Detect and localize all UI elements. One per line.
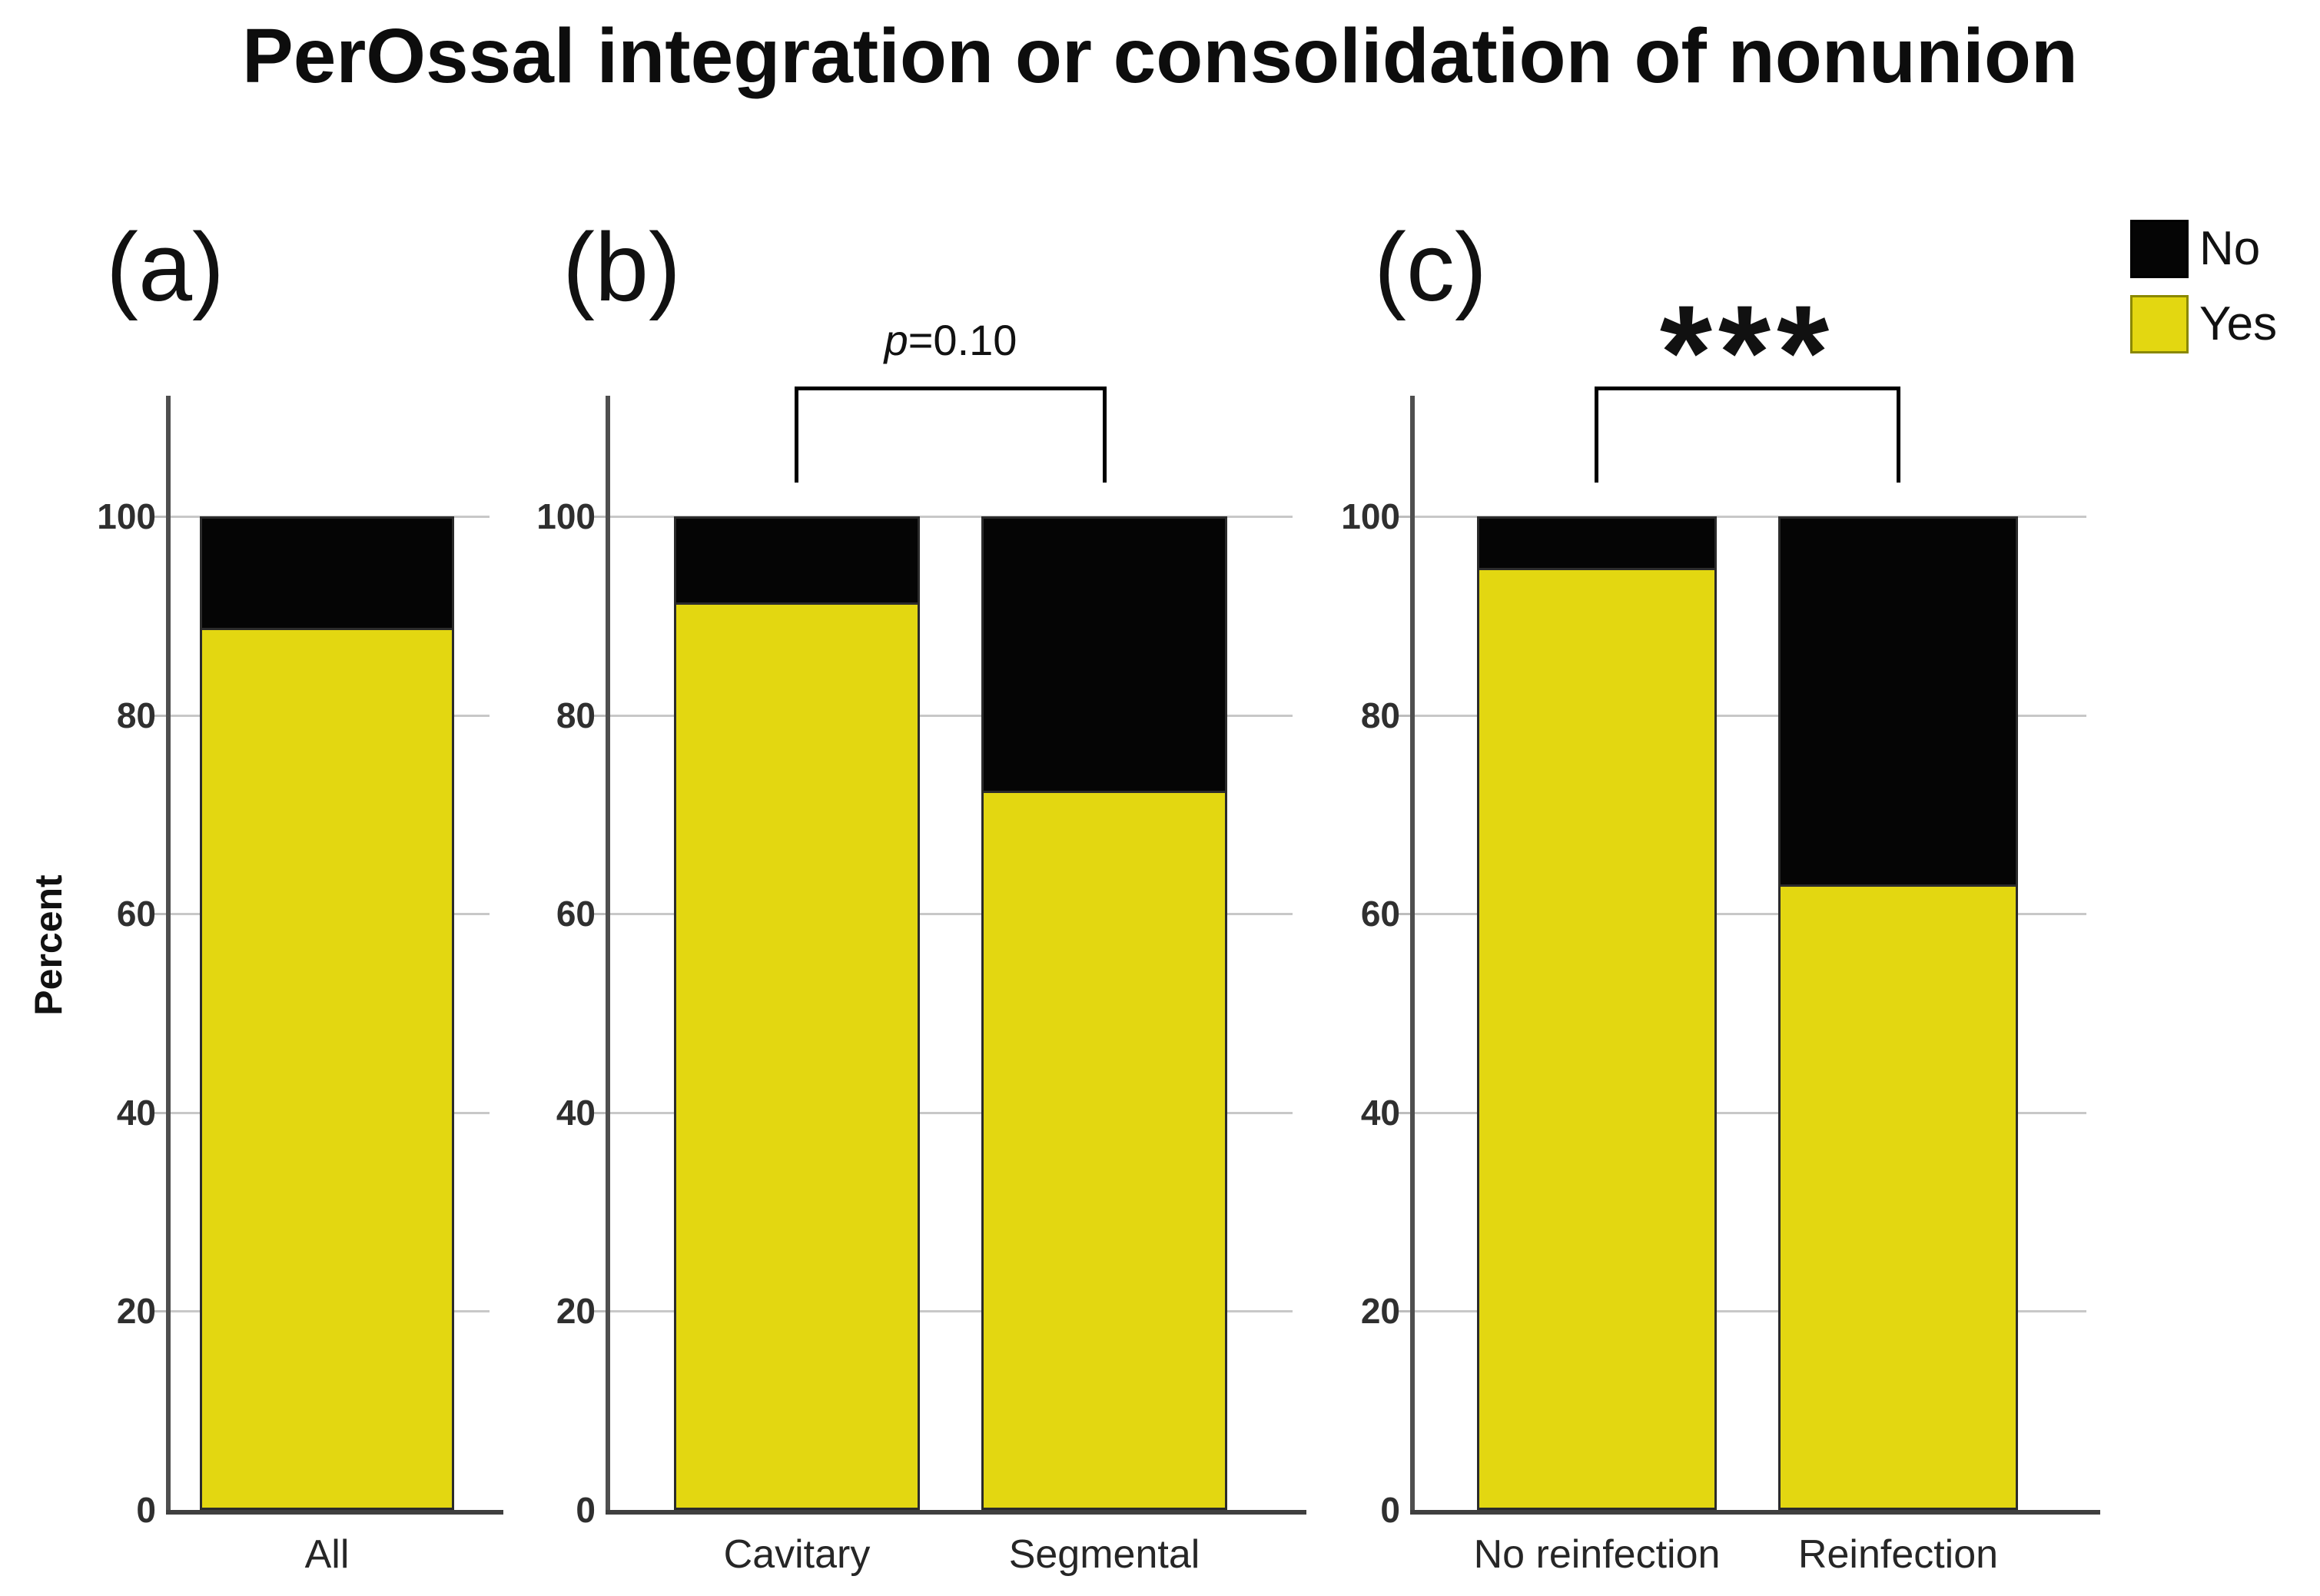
legend-label-no: No [2199, 222, 2261, 275]
panel-a-ticklabel-40: 40 [116, 1093, 156, 1133]
bar-segment-no-no-reinfection [1479, 519, 1714, 569]
panel-a-ticklabel-60: 60 [116, 894, 156, 934]
panel-c-sig-bracket [1595, 387, 1900, 483]
panel-c-ticklabel-100: 100 [1341, 496, 1400, 536]
panel-a-tick-40 [150, 1112, 170, 1114]
legend-swatch-no [2130, 220, 2189, 278]
panel-b-gridline-40 [609, 1112, 1293, 1114]
panel-a-ticklabel-0: 0 [136, 1490, 156, 1530]
panel-a-tick-60 [150, 913, 170, 915]
panel-b-tick-40 [589, 1112, 609, 1114]
bar-segment-yes-reinfection [1781, 884, 2016, 1508]
bar-no-reinfection [1477, 516, 1717, 1510]
panel-c-gridline-80 [1414, 715, 2086, 717]
panel-b-tick-100 [589, 516, 609, 518]
panel-b-ticklabel-0: 0 [576, 1490, 596, 1530]
category-label-reinfection: Reinfection [1797, 1532, 1999, 1577]
panel-b-tick-60 [589, 913, 609, 915]
panel-c-tag: (c) [1374, 213, 1487, 321]
panel-b-sig-bracket [795, 387, 1107, 483]
legend-item-no: No [2130, 220, 2277, 278]
panel-c-baseline [1410, 1510, 2100, 1515]
category-label-no-reinfection: No reinfection [1473, 1532, 1721, 1577]
bar-segment-no-cavitary [676, 519, 918, 603]
panel-c-y-axis [1410, 396, 1415, 1515]
panel-c-gridline-20 [1414, 1310, 2086, 1312]
chart-title: PerOssal integration or consolidation of… [242, 13, 2078, 99]
panel-a-tick-20 [150, 1310, 170, 1312]
panel-c-tick-100 [1394, 516, 1414, 518]
panel-c-gridline-60 [1414, 913, 2086, 915]
panel-b-ticklabel-20: 20 [556, 1291, 596, 1331]
legend-label-yes: Yes [2199, 297, 2278, 350]
category-label-segmental: Segmental [1008, 1532, 1200, 1577]
category-label-all: All [304, 1532, 350, 1577]
panel-c-ticklabel-80: 80 [1360, 695, 1400, 735]
panel-c-tick-40 [1394, 1112, 1414, 1114]
panel-b-y-axis [606, 396, 610, 1515]
panel-c-ticklabel-0: 0 [1380, 1490, 1400, 1530]
bar-all [200, 516, 454, 1510]
panel-b-gridline-20 [609, 1310, 1293, 1312]
panel-b-tag: (b) [563, 213, 681, 321]
panel-c-tick-20 [1394, 1310, 1414, 1312]
panel-c-gridline-40 [1414, 1112, 2086, 1114]
panel-a-baseline [166, 1510, 503, 1515]
panel-c-gridline-100 [1414, 516, 2086, 518]
bar-cavitary [674, 516, 920, 1510]
panel-a-tag: (a) [106, 213, 224, 321]
panel-c-ticklabel-20: 20 [1360, 1291, 1400, 1331]
bar-segmental [981, 516, 1227, 1510]
panel-b-baseline [606, 1510, 1306, 1515]
bar-segment-yes-no-reinfection [1479, 568, 1714, 1508]
panel-b-ticklabel-40: 40 [556, 1093, 596, 1133]
legend: No Yes [2130, 220, 2277, 370]
bar-reinfection [1778, 516, 2018, 1510]
panel-a-ticklabel-80: 80 [116, 695, 156, 735]
panel-b-tick-80 [589, 715, 609, 717]
panel-b-tick-20 [589, 1310, 609, 1312]
bar-segment-yes-cavitary [676, 602, 918, 1508]
bar-segment-no-reinfection [1781, 519, 2016, 885]
bar-segment-yes-all [202, 627, 452, 1508]
panel-b-gridline-60 [609, 913, 1293, 915]
bar-segment-yes-segmental [984, 790, 1225, 1508]
panel-c-sig-label: *** [1659, 278, 1836, 428]
legend-swatch-yes [2130, 295, 2189, 353]
category-label-cavitary: Cavitary [723, 1532, 871, 1577]
panel-a-ticklabel-100: 100 [97, 496, 156, 536]
panel-a-tick-80 [150, 715, 170, 717]
panel-b-sig-label: p=0.10 [884, 316, 1017, 364]
panel-c-tick-60 [1394, 913, 1414, 915]
panel-a-y-axis [166, 396, 171, 1515]
panel-b-ticklabel-100: 100 [536, 496, 596, 536]
bar-segment-no-all [202, 519, 452, 628]
panel-c-tick-80 [1394, 715, 1414, 717]
bar-segment-no-segmental [984, 519, 1225, 791]
legend-item-yes: Yes [2130, 295, 2277, 353]
panel-a-ticklabel-20: 20 [116, 1291, 156, 1331]
panel-b-ticklabel-60: 60 [556, 894, 596, 934]
panel-b-ticklabel-80: 80 [556, 695, 596, 735]
panel-c-ticklabel-60: 60 [1360, 894, 1400, 934]
panel-b-gridline-100 [609, 516, 1293, 518]
panel-a-tick-100 [150, 516, 170, 518]
panel-b-gridline-80 [609, 715, 1293, 717]
panel-c-ticklabel-40: 40 [1360, 1093, 1400, 1133]
